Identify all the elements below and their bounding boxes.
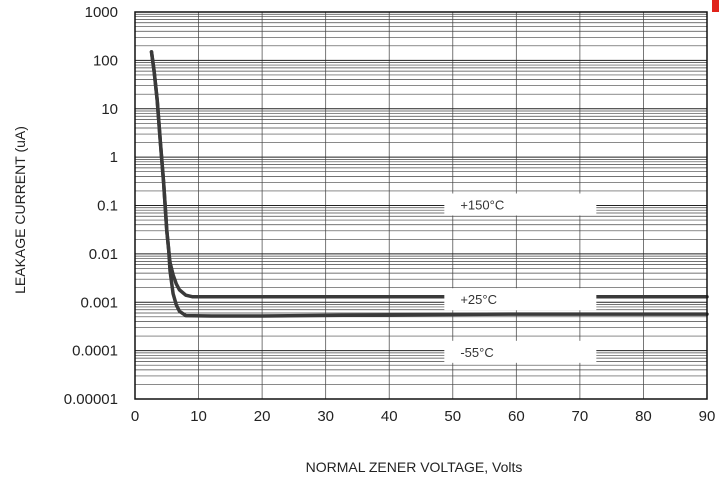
x-tick-label: 70 (572, 408, 589, 425)
y-tick-label: 100 (93, 52, 118, 69)
annotation-label-3: -55°C (460, 345, 493, 360)
annotation-unit: °C (490, 198, 505, 213)
series-layer (149, 50, 709, 318)
annotation-unit: °C (479, 345, 494, 360)
y-tick-label: 1000 (85, 4, 118, 21)
series-curve-1 (149, 50, 709, 299)
annotation-value: +150 (460, 198, 489, 213)
annotation-background (444, 288, 597, 311)
x-axis-label: NORMAL ZENER VOLTAGE, Volts (306, 459, 523, 475)
x-tick-labels: 0 10 20 30 40 50 60 70 80 90 (131, 408, 716, 425)
y-tick-label: 0.001 (80, 294, 118, 311)
x-tick-label: 40 (381, 408, 398, 425)
y-tick-label: 0.01 (89, 246, 118, 263)
annotation-background (444, 340, 597, 363)
x-tick-label: 0 (131, 408, 139, 425)
series-curve-2 (149, 50, 709, 318)
y-tick-label: 0.00001 (64, 391, 118, 408)
annotation-value: +25 (460, 292, 482, 307)
annotation-unit: °C (482, 292, 497, 307)
grid (135, 12, 707, 400)
x-tick-label: 20 (254, 408, 271, 425)
x-tick-label: 80 (635, 408, 652, 425)
corner-marker (712, 0, 719, 12)
y-tick-label: 0.0001 (72, 343, 118, 360)
x-tick-label: 10 (190, 408, 207, 425)
x-tick-label: 60 (508, 408, 525, 425)
annotation-label-2: +25°C (460, 292, 497, 307)
annotation-value: -55 (460, 345, 479, 360)
x-tick-label: 50 (444, 408, 461, 425)
annotation-label-1: +150°C (460, 198, 504, 213)
x-tick-label: 30 (317, 408, 334, 425)
annotation-layer: +150°C+25°C-55°C (444, 193, 597, 363)
plot-frame (134, 11, 708, 400)
x-tick-label: 90 (699, 408, 716, 425)
y-tick-label: 0.1 (97, 198, 118, 215)
annotation-background (444, 193, 597, 216)
y-tick-label: 1 (110, 149, 118, 166)
y-axis-label: LEAKAGE CURRENT (uA) (12, 126, 28, 294)
y-tick-labels: 0.00001 0.0001 0.001 0.01 0.1 1 10 100 1000 (64, 4, 118, 408)
y-tick-label: 10 (101, 101, 118, 118)
